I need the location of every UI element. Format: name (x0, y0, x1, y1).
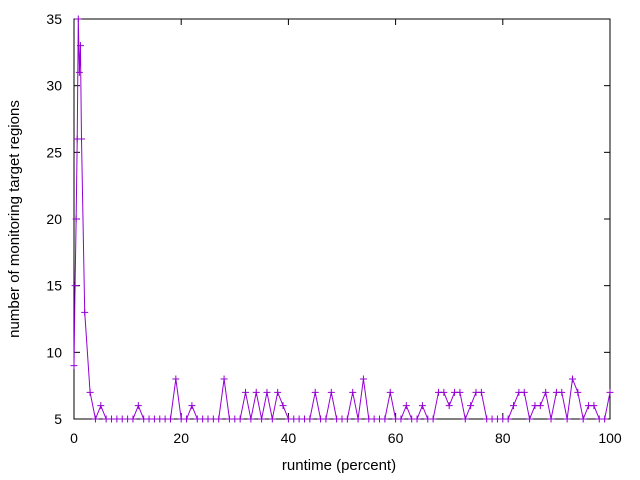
data-point-marker (397, 415, 405, 423)
data-point-marker (236, 415, 244, 423)
data-point-marker (456, 388, 464, 396)
series-layer (70, 15, 614, 423)
y-tick-label: 30 (46, 78, 62, 94)
data-point-marker (413, 415, 421, 423)
data-point-marker (74, 15, 82, 23)
x-axis-label: runtime (percent) (282, 457, 396, 474)
data-point-marker (568, 375, 576, 383)
data-point-marker (354, 415, 362, 423)
y-tick-label: 35 (46, 11, 62, 27)
data-point-marker (91, 415, 99, 423)
y-axis-label: number of monitoring target regions (6, 100, 23, 338)
plot-frame (73, 18, 611, 420)
data-point-marker (70, 362, 78, 370)
data-point-marker (72, 215, 80, 223)
data-point-marker (81, 308, 89, 316)
data-point-marker (526, 415, 534, 423)
series-line (73, 18, 611, 421)
data-point-marker (129, 415, 137, 423)
data-point-marker (429, 415, 437, 423)
data-point-marker (279, 402, 287, 410)
data-point-marker (306, 415, 314, 423)
x-tick-label: 0 (70, 430, 78, 446)
data-point-marker (418, 402, 426, 410)
data-point-marker (520, 388, 528, 396)
y-tick-label: 10 (46, 344, 62, 360)
data-point-marker (134, 402, 142, 410)
data-point-marker (71, 282, 79, 290)
data-point-marker (461, 415, 469, 423)
data-point-marker (504, 415, 512, 423)
data-point-marker (97, 402, 105, 410)
x-tick-label: 40 (281, 430, 297, 446)
data-point-marker (86, 388, 94, 396)
data-point-marker (590, 402, 598, 410)
data-point-marker (215, 415, 223, 423)
x-tick-label: 20 (173, 430, 189, 446)
data-point-marker (445, 402, 453, 410)
data-point-marker (263, 388, 271, 396)
data-point-marker (343, 415, 351, 423)
y-tick-label: 5 (54, 411, 62, 427)
x-tick-label: 100 (598, 430, 622, 446)
data-point-marker (359, 375, 367, 383)
data-point-marker (510, 402, 518, 410)
data-point-marker (601, 415, 609, 423)
data-point-marker (322, 415, 330, 423)
data-point-marker (220, 375, 228, 383)
data-point-marker (76, 42, 84, 50)
data-point-marker (252, 388, 260, 396)
data-point-marker (440, 388, 448, 396)
data-point-marker (542, 388, 550, 396)
data-point-marker (166, 415, 174, 423)
data-point-marker (381, 415, 389, 423)
axis-ticks (73, 18, 611, 420)
data-point-marker (402, 402, 410, 410)
data-point-marker (268, 415, 276, 423)
data-point-marker (349, 388, 357, 396)
data-point-marker (606, 388, 614, 396)
data-point-marker (563, 415, 571, 423)
data-point-marker (258, 415, 266, 423)
data-point-marker (467, 402, 475, 410)
data-point-marker (242, 388, 250, 396)
data-point-marker (386, 388, 394, 396)
data-point-marker (536, 402, 544, 410)
data-point-marker (547, 415, 555, 423)
data-point-marker (247, 415, 255, 423)
data-point-marker (274, 388, 282, 396)
data-point-marker (311, 388, 319, 396)
data-point-marker (574, 388, 582, 396)
data-point-marker (579, 415, 587, 423)
y-tick-label: 15 (46, 278, 62, 294)
x-tick-label: 80 (495, 430, 511, 446)
x-tick-labels: 0 20 40 60 80 100 (70, 430, 622, 446)
y-tick-labels: 5 10 15 20 25 30 35 (46, 11, 62, 427)
data-point-marker (78, 135, 86, 143)
data-point-marker (188, 402, 196, 410)
data-point-marker (172, 375, 180, 383)
y-tick-label: 25 (46, 144, 62, 160)
data-point-marker (75, 68, 83, 76)
y-tick-label: 20 (46, 211, 62, 227)
x-tick-label: 60 (388, 430, 404, 446)
data-point-marker (477, 388, 485, 396)
data-point-marker (558, 388, 566, 396)
data-point-marker (183, 415, 191, 423)
data-point-marker (327, 388, 335, 396)
